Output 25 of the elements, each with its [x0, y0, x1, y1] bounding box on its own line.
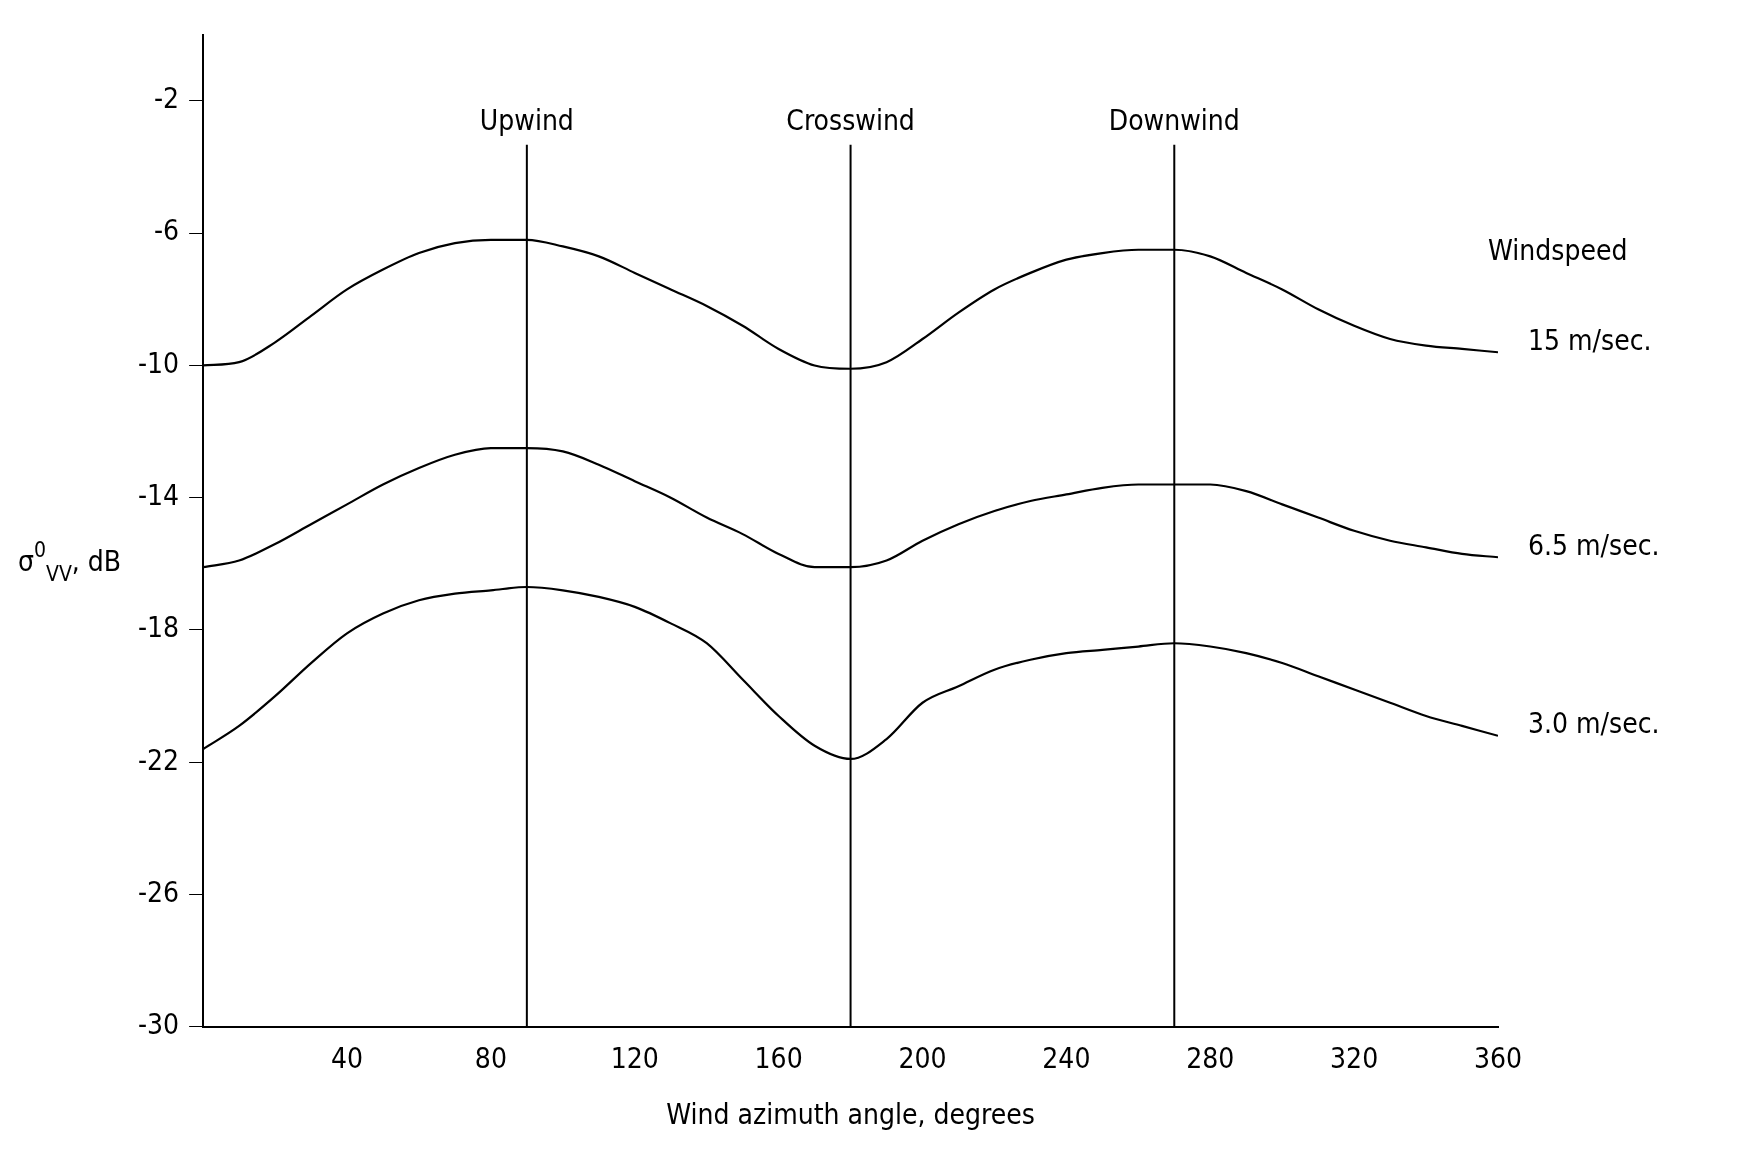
y-tick-label: -10	[138, 346, 180, 380]
x-tick-label: 320	[1330, 1041, 1379, 1075]
x-tick-label: 280	[1186, 1041, 1235, 1075]
x-tick-label: 120	[610, 1041, 659, 1075]
x-tick-label: 80	[474, 1041, 507, 1075]
y-tick-label: -26	[138, 875, 180, 909]
legend-title: Windspeed	[1488, 233, 1628, 267]
x-tick-label: 40	[330, 1041, 364, 1075]
series-label: 3.0 m/sec.	[1528, 707, 1660, 741]
ref-line-label: Upwind	[479, 104, 574, 138]
series-label: 15 m/sec.	[1528, 323, 1652, 357]
ref-line-label: Downwind	[1108, 104, 1240, 138]
ref-line-label: Crosswind	[786, 104, 915, 138]
y-tick-label: -6	[154, 214, 180, 248]
y-tick-label: -30	[138, 1008, 180, 1042]
y-tick-label: -2	[154, 82, 180, 116]
x-tick-label: 200	[898, 1041, 947, 1075]
series-label: 6.5 m/sec.	[1528, 528, 1660, 562]
x-axis-title: Wind azimuth angle, degrees	[666, 1098, 1035, 1132]
x-tick-label: 360	[1473, 1041, 1523, 1075]
x-tick-label: 240	[1042, 1041, 1091, 1075]
y-tick-label: -14	[138, 479, 180, 513]
x-tick-label: 160	[754, 1041, 803, 1075]
y-tick-label: -22	[138, 743, 180, 777]
y-tick-label: -18	[138, 611, 180, 645]
